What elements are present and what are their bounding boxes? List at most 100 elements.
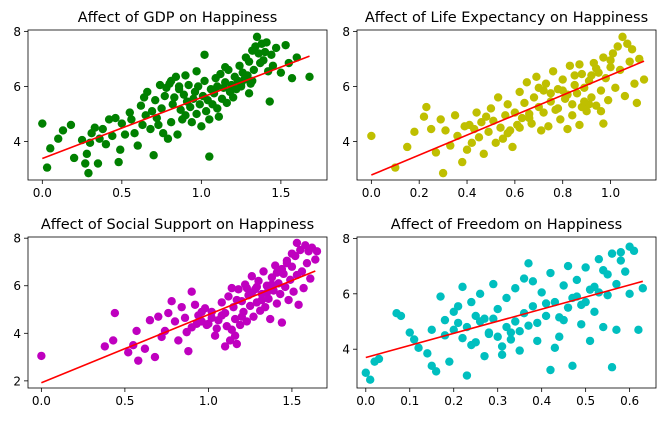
scatter-point bbox=[524, 321, 533, 330]
scatter-point bbox=[563, 303, 573, 312]
scatter-point bbox=[580, 97, 589, 106]
scatter-point bbox=[98, 124, 107, 134]
scatter-point bbox=[522, 78, 532, 87]
scatter-point bbox=[575, 120, 584, 130]
x-tick-label: 0.5 bbox=[576, 394, 595, 408]
x-tick-label: 0.6 bbox=[505, 186, 524, 200]
scatter-point bbox=[252, 282, 262, 292]
scatter-point bbox=[216, 69, 225, 79]
scatter-point bbox=[140, 344, 150, 353]
scatter-point bbox=[594, 254, 604, 264]
x-tick-label: 0.4 bbox=[532, 394, 551, 408]
y-tick-label: 6 bbox=[13, 279, 21, 293]
scatter-point bbox=[515, 87, 524, 97]
scatter-point bbox=[202, 320, 211, 330]
scatter-point bbox=[220, 342, 230, 351]
y-tick-label: 8 bbox=[342, 25, 350, 39]
scatter-point bbox=[58, 126, 68, 135]
scatter-point bbox=[287, 73, 297, 83]
scatter-point bbox=[167, 297, 176, 306]
scatter-point bbox=[306, 274, 315, 283]
scatter-point bbox=[184, 80, 193, 90]
scatter-point bbox=[503, 129, 512, 138]
scatter-point bbox=[606, 56, 615, 65]
scatter-point bbox=[480, 351, 489, 361]
scatter-point bbox=[449, 325, 458, 335]
scatter-point bbox=[174, 336, 183, 345]
scatter-point bbox=[82, 149, 92, 159]
scatter-point bbox=[534, 83, 543, 93]
scatter-point bbox=[267, 50, 276, 59]
scatter-point bbox=[577, 320, 586, 329]
scatter-point bbox=[613, 42, 622, 51]
scatter-point bbox=[541, 79, 551, 88]
scatter-point bbox=[639, 75, 649, 84]
scatter-point bbox=[147, 106, 157, 116]
scatter-point bbox=[124, 348, 133, 357]
x-tick-label: 0.0 bbox=[32, 394, 51, 408]
scatter-point bbox=[517, 113, 527, 123]
regression-line bbox=[365, 280, 644, 359]
scatter-point bbox=[42, 163, 52, 172]
scatter-point bbox=[572, 89, 582, 98]
x-tick-label: 0.1 bbox=[400, 394, 419, 408]
scatter-point bbox=[458, 333, 467, 343]
scatter-point bbox=[590, 282, 599, 292]
axes-frame bbox=[356, 29, 657, 181]
scatter-point bbox=[114, 157, 123, 167]
scatter-point bbox=[486, 104, 496, 113]
scatter-point bbox=[192, 319, 201, 328]
scatter-point bbox=[497, 342, 507, 351]
scatter-point bbox=[125, 108, 134, 117]
scatter-point bbox=[525, 113, 534, 123]
scatter-point bbox=[553, 104, 563, 113]
scatter-point bbox=[623, 39, 632, 48]
scatter-point bbox=[277, 318, 287, 327]
scatter-point bbox=[555, 313, 564, 322]
scatter-point bbox=[272, 268, 282, 277]
scatter-point bbox=[627, 45, 637, 54]
scatter-point bbox=[616, 248, 626, 257]
scatter-point bbox=[46, 144, 55, 153]
scatter-point bbox=[599, 322, 608, 332]
scatter-point bbox=[182, 327, 191, 337]
scatter-point bbox=[546, 268, 555, 278]
scatter-point bbox=[611, 83, 620, 93]
scatter-point bbox=[134, 356, 143, 365]
scatter-point bbox=[224, 292, 233, 301]
scatter-point bbox=[184, 346, 193, 356]
scatter-point bbox=[458, 282, 467, 292]
scatter-point bbox=[414, 343, 423, 353]
scatter-point bbox=[533, 336, 542, 346]
y-tick-label: 6 bbox=[342, 80, 350, 94]
scatter-point bbox=[533, 318, 542, 328]
scatter-point bbox=[299, 283, 308, 293]
x-tick-label: 1.5 bbox=[271, 186, 290, 200]
scatter-point bbox=[101, 140, 111, 149]
subplot-title: Affect of Freedom on Happiness bbox=[391, 217, 622, 233]
scatter-point bbox=[282, 258, 292, 268]
scatter-point bbox=[132, 326, 141, 336]
x-tick-label: 1.0 bbox=[192, 186, 211, 200]
x-tick-label: 0.8 bbox=[553, 186, 572, 200]
scatter-point bbox=[475, 289, 485, 298]
scatter-point bbox=[570, 71, 579, 80]
scatter-point bbox=[592, 101, 601, 110]
x-tick-label: 0.0 bbox=[362, 186, 381, 200]
scatter-point bbox=[607, 363, 617, 372]
scatter-point bbox=[37, 351, 46, 361]
scatter-points bbox=[37, 238, 322, 365]
scatter-point bbox=[481, 112, 491, 121]
scatter-point bbox=[170, 317, 180, 326]
scatter-point bbox=[84, 168, 93, 178]
subplot-3: Affect of Social Support on Happiness 0.0… bbox=[13, 217, 328, 408]
scatter-point bbox=[528, 302, 538, 311]
axes-frame bbox=[27, 236, 328, 389]
scatter-point bbox=[548, 67, 558, 76]
scatter-point bbox=[217, 298, 226, 307]
scatter-point bbox=[632, 98, 642, 108]
scatter-point bbox=[555, 332, 564, 341]
scatter-point bbox=[575, 60, 584, 69]
scatter-point bbox=[508, 142, 517, 152]
